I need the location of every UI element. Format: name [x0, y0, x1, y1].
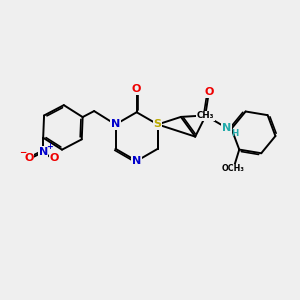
- Text: O: O: [132, 84, 141, 94]
- Text: OCH₃: OCH₃: [222, 164, 245, 173]
- Text: −: −: [19, 148, 26, 157]
- Text: N: N: [222, 123, 231, 133]
- Text: N: N: [132, 156, 141, 166]
- Text: N: N: [111, 119, 120, 129]
- Text: N: N: [38, 147, 48, 157]
- Text: O: O: [204, 87, 214, 97]
- Text: H: H: [231, 129, 238, 138]
- Text: O: O: [49, 153, 58, 163]
- Text: CH₃: CH₃: [197, 111, 214, 120]
- Text: +: +: [46, 142, 52, 151]
- Text: O: O: [24, 153, 34, 163]
- Text: S: S: [154, 119, 162, 129]
